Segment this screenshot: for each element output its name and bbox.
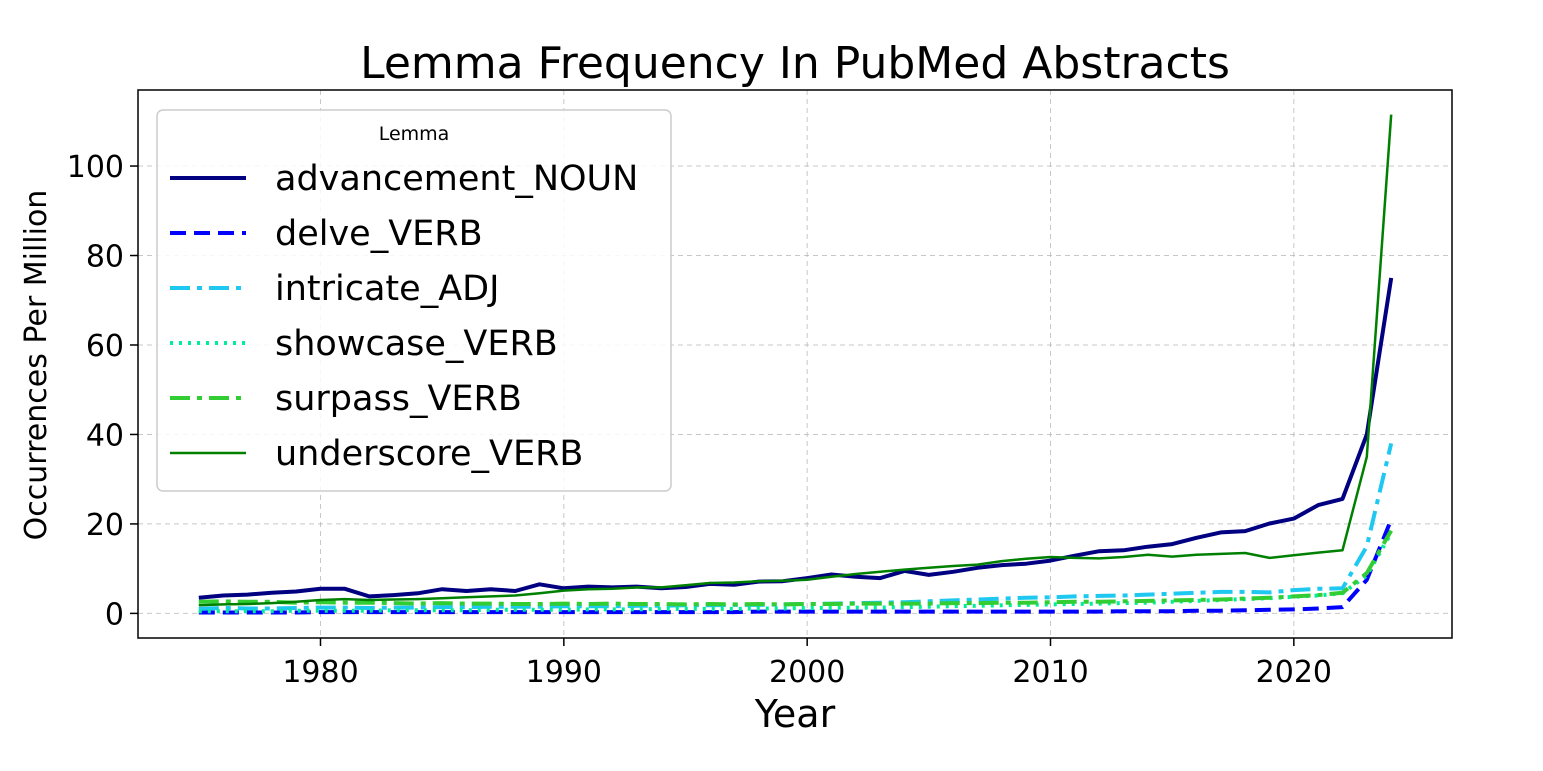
x-tick-label: 2020 <box>1256 655 1332 690</box>
y-tick-label: 60 <box>86 329 124 364</box>
series-lines <box>198 114 1394 615</box>
y-tick-label: 100 <box>67 150 124 185</box>
legend-entries: advancement_NOUN delve_VERB intricate_ADJs… <box>170 159 638 474</box>
legend-box <box>156 109 672 492</box>
legend-label-showcase_VERB: showcase_VERB <box>275 324 558 364</box>
y-tick-label: 40 <box>86 418 124 453</box>
axis-ticks: 1980 1990 2000 2010 2020 0 20 40 60 80 100 <box>67 150 1332 690</box>
chart-title: Lemma Frequency In PubMed Abstracts <box>360 38 1230 89</box>
x-axis-title: Year <box>754 692 836 736</box>
y-tick-label: 0 <box>105 597 124 632</box>
legend-label-advancement_NOUN: advancement_NOUN <box>275 159 638 199</box>
legend-label-delve_VERB: delve_VERB <box>275 214 483 254</box>
legend-label-underscore_VERB: underscore_VERB <box>275 434 583 474</box>
legend: Lemma advancement_NOUN delve_VERB intricat… <box>156 109 672 492</box>
legend-label-surpass_VERB: surpass_VERB <box>275 379 522 419</box>
plot-area-frame <box>137 89 1453 639</box>
y-axis-title: Occurrences Per Million <box>19 190 54 541</box>
series-line-underscore_VERB <box>198 114 1393 607</box>
legend-title: Lemma <box>379 123 450 145</box>
x-tick-label: 2010 <box>1012 655 1088 690</box>
series-line-surpass_VERB <box>198 529 1393 607</box>
x-tick-label: 1980 <box>282 655 358 690</box>
legend-label-intricate_ADJ: intricate_ADJ <box>275 269 499 309</box>
series-line-showcase_VERB <box>198 531 1393 614</box>
x-tick-label: 1990 <box>526 655 602 690</box>
y-tick-label: 20 <box>86 508 124 543</box>
y-tick-label: 80 <box>86 240 124 275</box>
x-tick-label: 2000 <box>769 655 845 690</box>
